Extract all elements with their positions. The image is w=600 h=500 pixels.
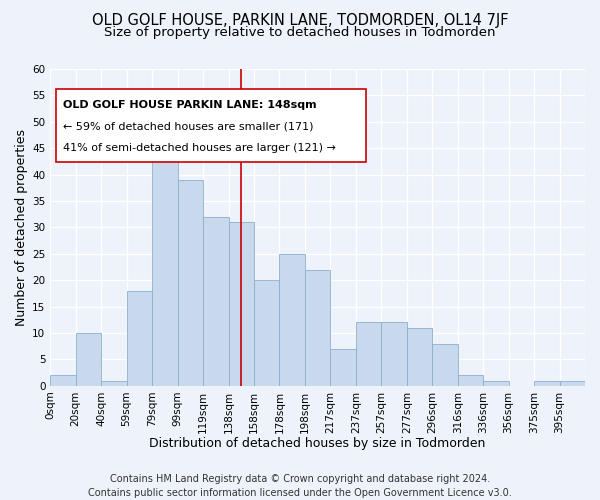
Bar [178, 180, 203, 386]
Bar [152, 122, 178, 386]
Bar [407, 328, 432, 386]
Bar [50, 376, 76, 386]
Bar [127, 291, 152, 386]
Text: ← 59% of detached houses are smaller (171): ← 59% of detached houses are smaller (17… [64, 122, 314, 132]
Bar [76, 333, 101, 386]
Bar [305, 270, 331, 386]
Text: OLD GOLF HOUSE PARKIN LANE: 148sqm: OLD GOLF HOUSE PARKIN LANE: 148sqm [64, 100, 317, 110]
Bar [229, 222, 254, 386]
Bar [356, 322, 381, 386]
Bar [432, 344, 458, 386]
Y-axis label: Number of detached properties: Number of detached properties [15, 129, 28, 326]
Text: OLD GOLF HOUSE, PARKIN LANE, TODMORDEN, OL14 7JF: OLD GOLF HOUSE, PARKIN LANE, TODMORDEN, … [92, 12, 508, 28]
Bar [331, 349, 356, 386]
Bar [483, 380, 509, 386]
Text: Size of property relative to detached houses in Todmorden: Size of property relative to detached ho… [104, 26, 496, 39]
Text: Contains HM Land Registry data © Crown copyright and database right 2024.
Contai: Contains HM Land Registry data © Crown c… [88, 474, 512, 498]
Bar [560, 380, 585, 386]
Bar [203, 217, 229, 386]
Bar [458, 376, 483, 386]
Bar [280, 254, 305, 386]
Bar [254, 280, 280, 386]
Bar [534, 380, 560, 386]
Bar [101, 380, 127, 386]
Text: 41% of semi-detached houses are larger (121) →: 41% of semi-detached houses are larger (… [64, 143, 337, 153]
Bar [381, 322, 407, 386]
X-axis label: Distribution of detached houses by size in Todmorden: Distribution of detached houses by size … [149, 437, 486, 450]
